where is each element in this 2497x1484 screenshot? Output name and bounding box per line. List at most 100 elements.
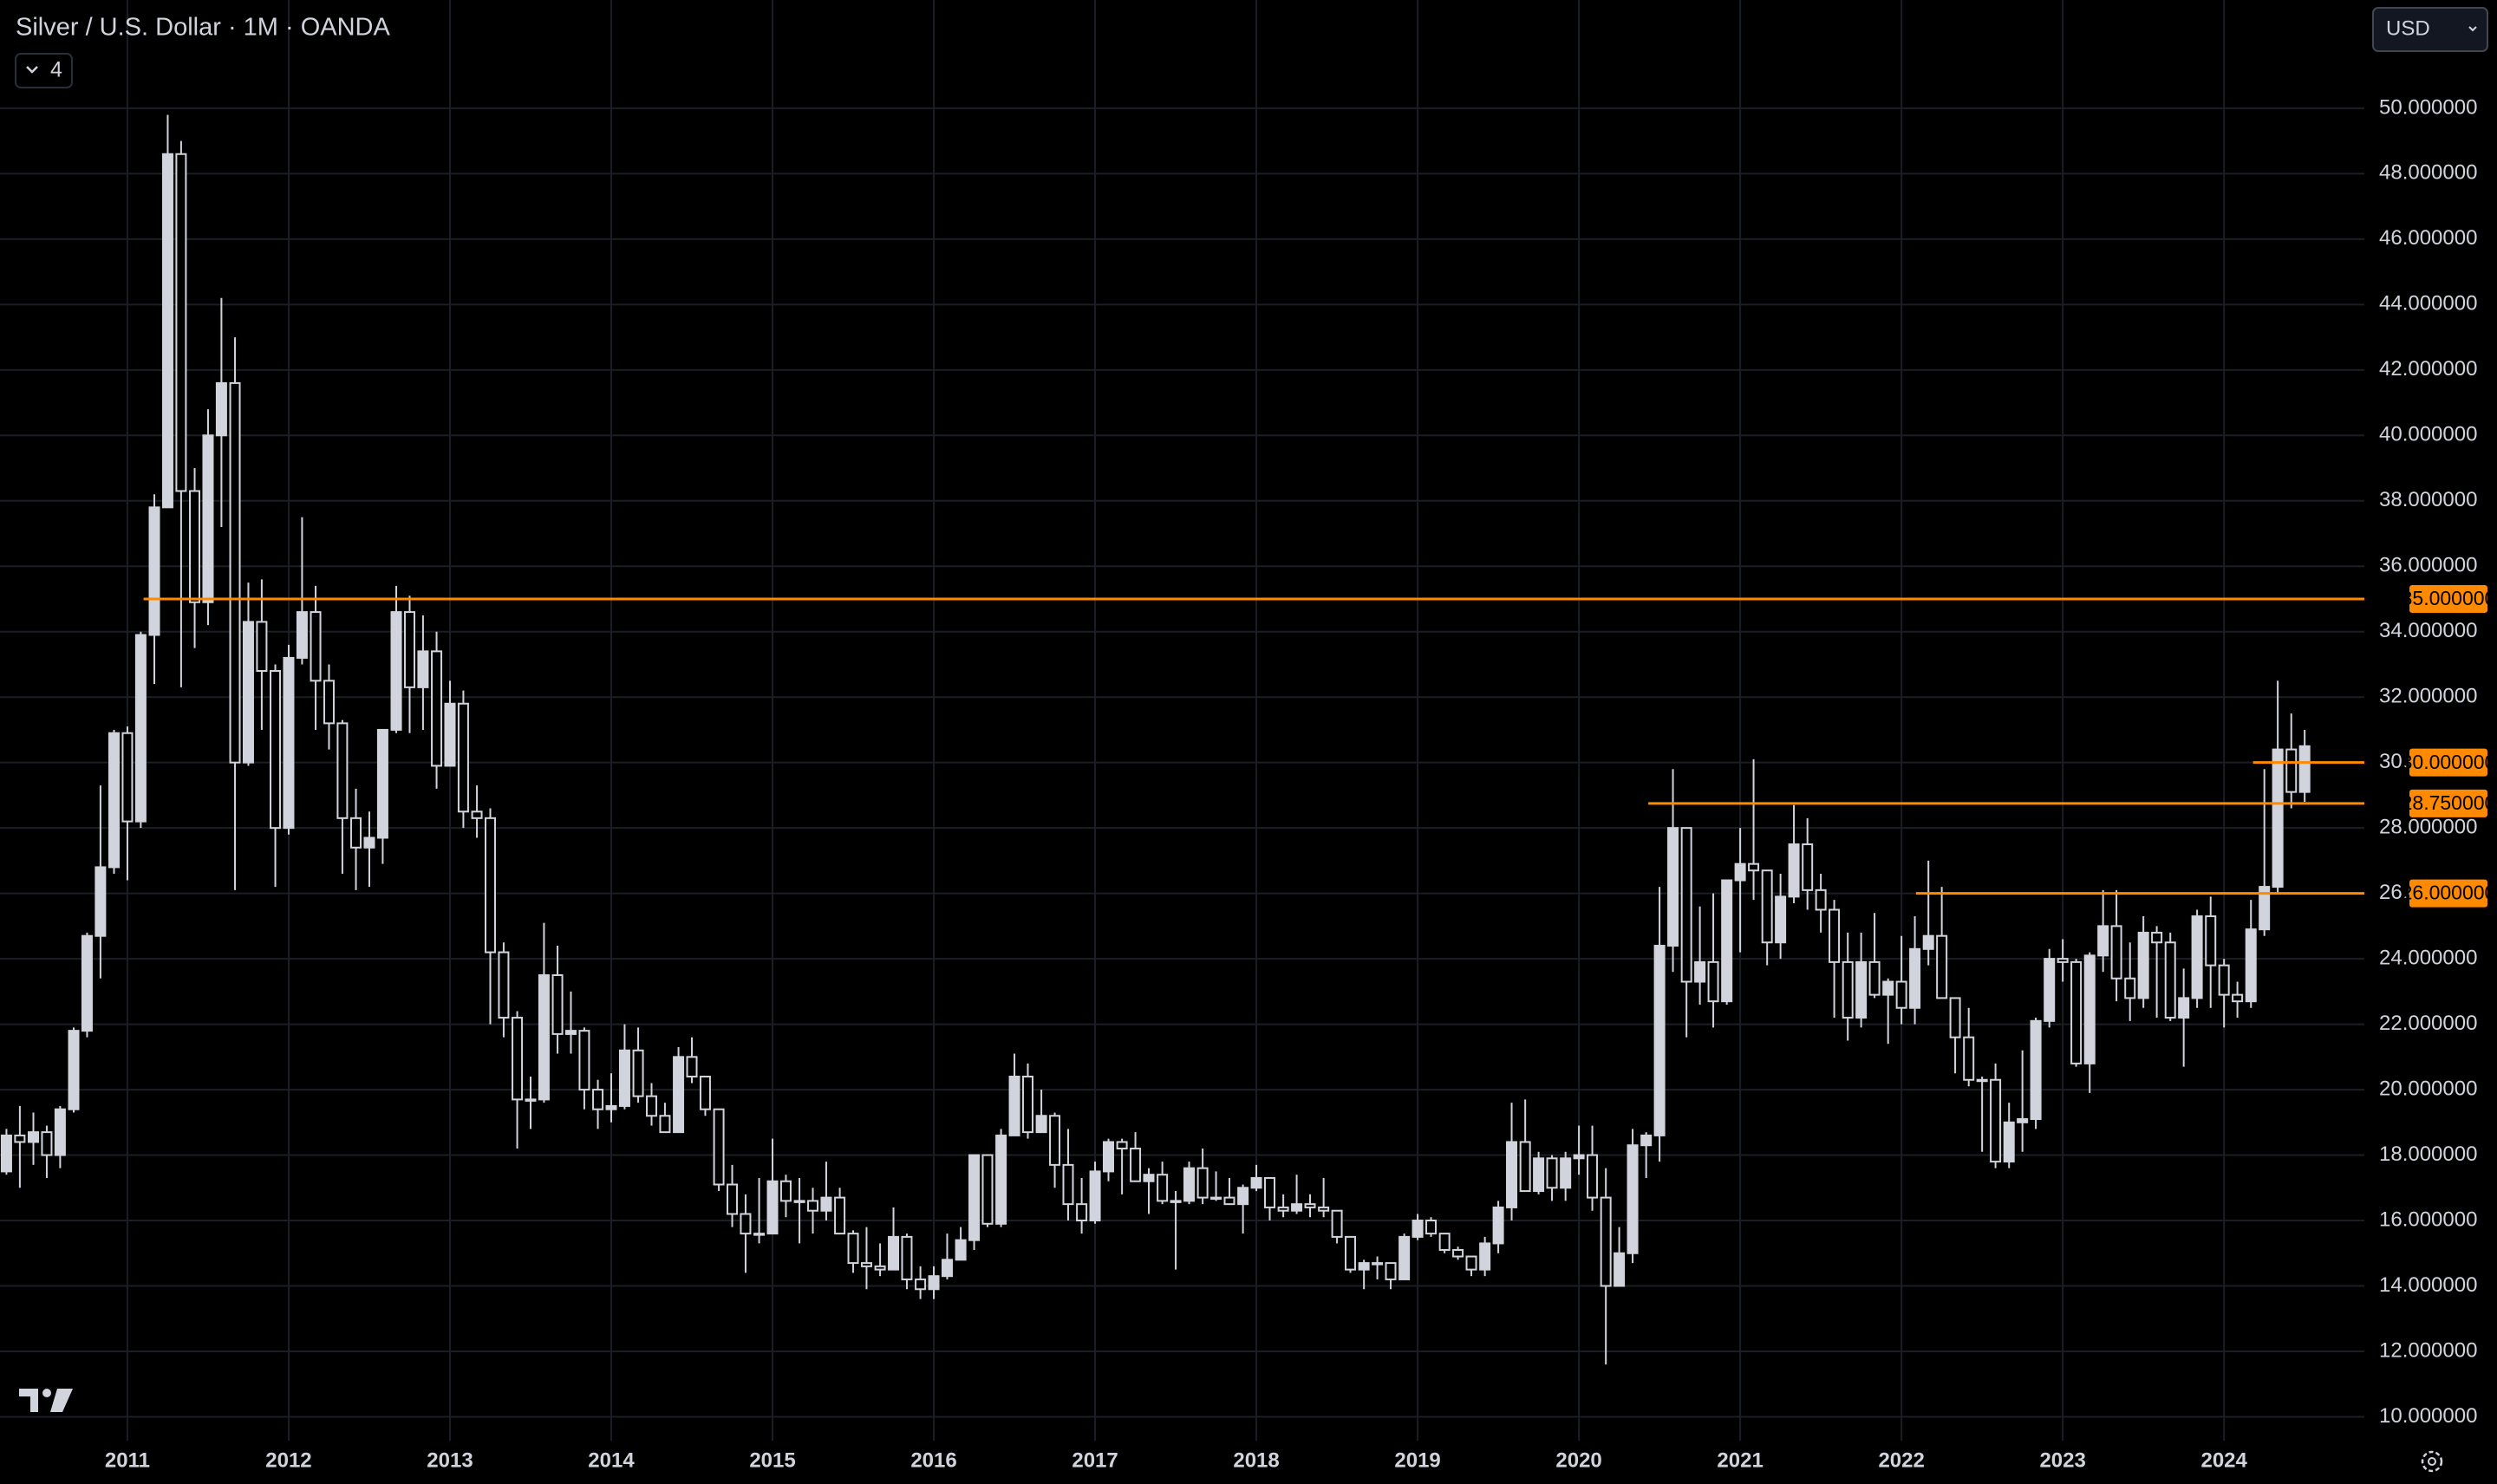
- candle-body: [1680, 827, 1692, 983]
- candle-body: [1882, 980, 1894, 996]
- candle-body: [14, 1134, 26, 1143]
- price-level-tag: [2409, 748, 2487, 777]
- settings-icon[interactable]: [2421, 1450, 2443, 1473]
- candle-body: [740, 1213, 752, 1235]
- candle-body: [1089, 1170, 1101, 1222]
- candle-body: [1304, 1203, 1316, 1208]
- y-tick-label: 22.000000: [2379, 1012, 2477, 1035]
- candle-body: [1264, 1176, 1276, 1208]
- x-tick-label: 2016: [910, 1448, 956, 1472]
- candle-body: [202, 434, 214, 603]
- candle-body: [2003, 1121, 2015, 1163]
- candle-body: [310, 611, 322, 682]
- y-tick-label: 12.000000: [2379, 1338, 2477, 1362]
- price-level-label: 26.000000: [2402, 882, 2496, 904]
- candle-body: [471, 810, 483, 819]
- indicator-count: 4: [50, 58, 62, 82]
- candle-body: [1076, 1203, 1088, 1222]
- candle-body: [2178, 997, 2190, 1019]
- candle-body: [1116, 1141, 1128, 1149]
- candle-body: [121, 732, 134, 823]
- candle-body: [1008, 1075, 1020, 1136]
- logo-part: [42, 1389, 51, 1397]
- candle-body: [1425, 1220, 1438, 1235]
- candle-body: [2218, 964, 2230, 996]
- candle-body: [2124, 977, 2136, 999]
- candle-body: [1707, 960, 1719, 1003]
- candle-body: [659, 1115, 671, 1134]
- candle-body: [779, 1180, 792, 1202]
- candle-body: [1734, 862, 1746, 882]
- candle-body: [928, 1275, 940, 1291]
- candle-body: [2070, 960, 2083, 1064]
- candle-body: [2151, 931, 2163, 944]
- candle-body: [28, 1131, 40, 1143]
- candle-body: [1035, 1115, 1047, 1134]
- candle-body: [1465, 1255, 1477, 1271]
- candle-body: [968, 1154, 981, 1241]
- indicator-toggle[interactable]: 4: [15, 53, 73, 88]
- candle-body: [793, 1200, 805, 1203]
- gear[interactable]: [2421, 1450, 2443, 1473]
- candle-body: [161, 153, 173, 509]
- y-tick-label: 34.000000: [2379, 619, 2477, 642]
- x-tick-label: 2014: [588, 1448, 635, 1472]
- indicator-badge[interactable]: [15, 53, 73, 88]
- y-tick-label: 46.000000: [2379, 226, 2477, 250]
- candle-body: [229, 381, 241, 764]
- candle-body: [1855, 960, 1868, 1019]
- price-level-tag: [2409, 789, 2487, 817]
- candle-body: [1761, 869, 1773, 944]
- y-tick-label: 38.000000: [2379, 488, 2477, 511]
- candle-body: [1170, 1200, 1182, 1203]
- x-tick-label: 2020: [1555, 1448, 1601, 1472]
- candle-body: [915, 1278, 927, 1291]
- candle-body: [1936, 934, 1948, 999]
- candle-body: [1049, 1115, 1061, 1166]
- x-tick-label: 2019: [1394, 1448, 1440, 1472]
- candle-body: [1130, 1147, 1142, 1182]
- tradingview-logo[interactable]: [19, 1389, 73, 1412]
- candle-body: [512, 1017, 524, 1101]
- candle-body: [1331, 1209, 1343, 1238]
- y-tick-label: 14.000000: [2379, 1273, 2477, 1297]
- candle-body: [1829, 908, 1841, 963]
- candle-body: [1627, 1144, 1639, 1254]
- currency-dropdown[interactable]: USD: [2372, 7, 2488, 52]
- candle-body: [525, 1098, 537, 1102]
- candle-body: [2298, 745, 2311, 793]
- candle-body: [350, 817, 362, 849]
- candle-body: [686, 1056, 698, 1077]
- price-level-label: 30.000000: [2402, 751, 2496, 773]
- candle-body: [1398, 1235, 1411, 1280]
- price-level-label: 35.000000: [2402, 587, 2496, 609]
- gear-center: [2428, 1457, 2436, 1466]
- candle-body: [444, 702, 456, 767]
- candle-body: [834, 1196, 846, 1235]
- candle-body: [1963, 1036, 1975, 1081]
- candle-body: [713, 1108, 725, 1186]
- candle-body: [1868, 960, 1881, 996]
- candle-body: [1667, 827, 1679, 947]
- x-tick-label: 2012: [265, 1448, 311, 1472]
- candle-body: [807, 1200, 819, 1212]
- candle-body: [95, 866, 107, 937]
- axes: 10.000000 12.000000 14.000000 16.000000 18.0…: [105, 95, 2495, 1472]
- chart-title: Silver / U.S. Dollar · 1M · OANDA: [16, 14, 390, 42]
- candle-body: [54, 1108, 66, 1156]
- y-tick-label: 32.000000: [2379, 685, 2477, 708]
- y-tick-label: 28.000000: [2379, 816, 2477, 839]
- candle-body: [2285, 748, 2298, 793]
- candle-body: [1560, 1157, 1572, 1189]
- candle-body: [1614, 1252, 1626, 1287]
- candle-body: [1210, 1196, 1222, 1201]
- currency-box[interactable]: [2372, 7, 2488, 52]
- y-tick-label: 48.000000: [2379, 161, 2477, 185]
- candle-body: [1587, 1154, 1599, 1199]
- candle-body: [2191, 915, 2203, 999]
- candle-body: [2232, 993, 2244, 1003]
- candle-body: [215, 381, 227, 437]
- candle-body: [2164, 941, 2176, 1019]
- candle-body: [390, 611, 402, 731]
